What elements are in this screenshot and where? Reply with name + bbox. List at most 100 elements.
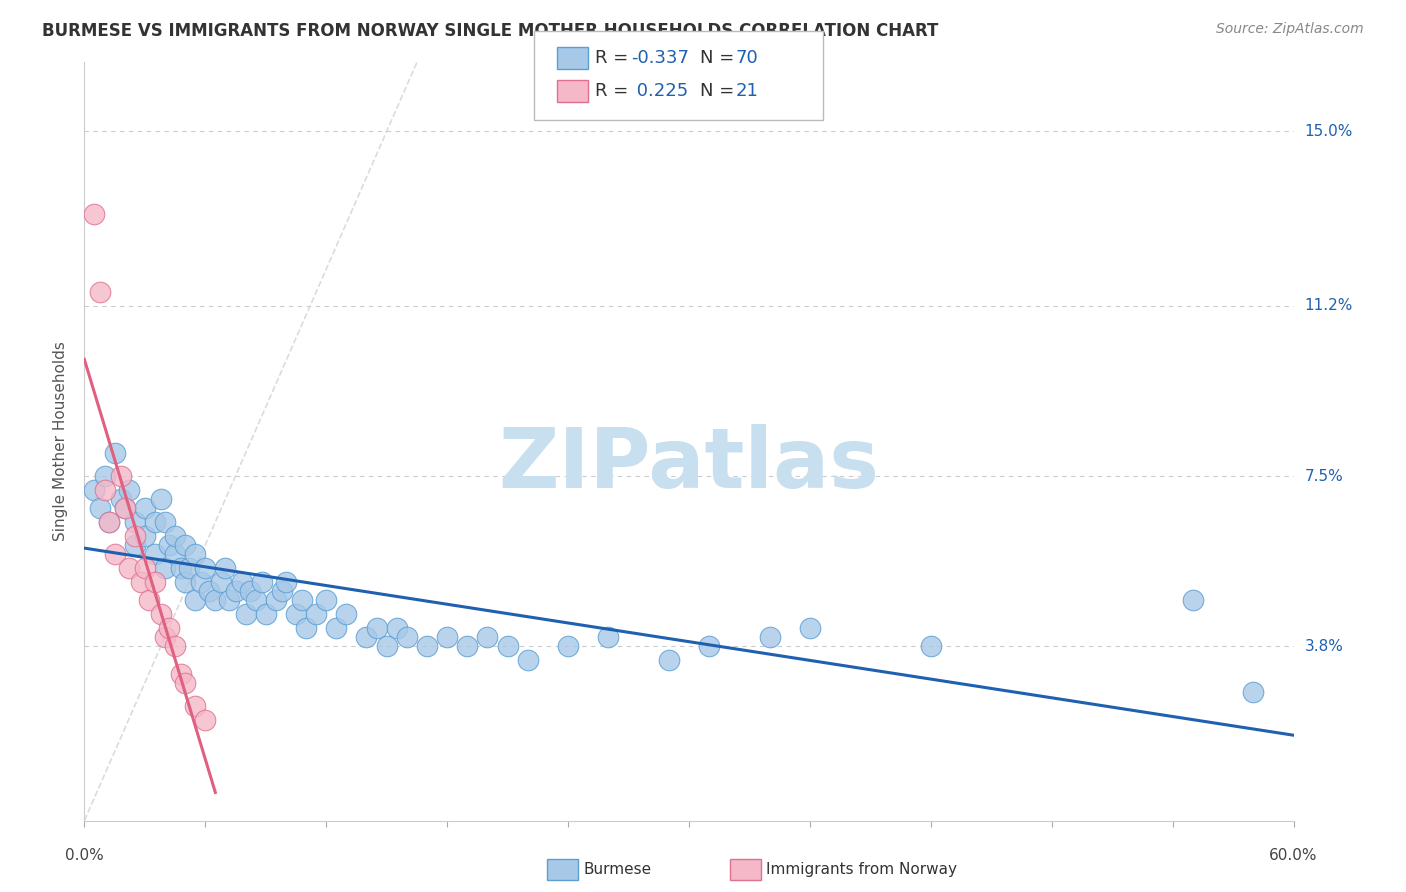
Point — [184, 547, 207, 561]
Text: 15.0%: 15.0% — [1305, 124, 1353, 139]
Point — [1241, 685, 1264, 699]
Point — [149, 491, 172, 506]
Text: Burmese: Burmese — [583, 863, 651, 877]
Point — [129, 574, 152, 589]
Point — [295, 621, 318, 635]
Point — [496, 639, 519, 653]
Point — [305, 607, 328, 621]
Text: ZIPatlas: ZIPatlas — [499, 424, 879, 505]
Point — [184, 593, 207, 607]
Point — [143, 574, 166, 589]
Point — [274, 574, 297, 589]
Point — [97, 515, 120, 529]
Point — [110, 469, 132, 483]
Point — [170, 666, 193, 681]
Point — [325, 621, 347, 635]
Text: 0.225: 0.225 — [631, 82, 689, 100]
Point — [758, 630, 780, 644]
Point — [89, 501, 111, 516]
Point — [416, 639, 439, 653]
Point — [124, 529, 146, 543]
Point — [214, 561, 236, 575]
Point — [291, 593, 314, 607]
Point — [134, 561, 156, 575]
Text: 7.5%: 7.5% — [1305, 468, 1343, 483]
Point — [143, 547, 166, 561]
Point — [165, 547, 187, 561]
Point — [174, 538, 197, 552]
Point — [285, 607, 308, 621]
Point — [799, 621, 821, 635]
Point — [366, 621, 388, 635]
Point — [436, 630, 458, 644]
Point — [165, 529, 187, 543]
Point — [315, 593, 337, 607]
Point — [356, 630, 378, 644]
Point — [114, 501, 136, 516]
Point — [254, 607, 277, 621]
Point — [204, 593, 226, 607]
Point — [1181, 593, 1204, 607]
Point — [143, 515, 166, 529]
Point — [920, 639, 942, 653]
Point — [218, 593, 240, 607]
Text: R =: R = — [595, 82, 634, 100]
Point — [153, 561, 176, 575]
Point — [250, 574, 273, 589]
Point — [134, 529, 156, 543]
Point — [190, 574, 212, 589]
Point — [270, 583, 292, 598]
Point — [245, 593, 267, 607]
Point — [157, 621, 180, 635]
Point — [209, 574, 232, 589]
Point — [225, 583, 247, 598]
Text: 60.0%: 60.0% — [1270, 848, 1317, 863]
Point — [83, 207, 105, 221]
Point — [235, 607, 257, 621]
Text: N =: N = — [700, 49, 740, 67]
Point — [157, 538, 180, 552]
Point — [153, 515, 176, 529]
Point — [110, 491, 132, 506]
Y-axis label: Single Mother Households: Single Mother Households — [53, 342, 69, 541]
Text: Source: ZipAtlas.com: Source: ZipAtlas.com — [1216, 22, 1364, 37]
Point — [658, 653, 681, 667]
Text: 3.8%: 3.8% — [1305, 639, 1344, 654]
Point — [335, 607, 357, 621]
Text: 21: 21 — [735, 82, 758, 100]
Point — [138, 593, 160, 607]
Point — [194, 561, 217, 575]
Point — [516, 653, 538, 667]
Text: BURMESE VS IMMIGRANTS FROM NORWAY SINGLE MOTHER HOUSEHOLDS CORRELATION CHART: BURMESE VS IMMIGRANTS FROM NORWAY SINGLE… — [42, 22, 939, 40]
Text: R =: R = — [595, 49, 634, 67]
Point — [477, 630, 499, 644]
Point — [264, 593, 287, 607]
Text: N =: N = — [700, 82, 740, 100]
Text: 70: 70 — [735, 49, 758, 67]
Point — [179, 561, 201, 575]
Point — [198, 583, 221, 598]
Point — [395, 630, 418, 644]
Point — [153, 630, 176, 644]
Point — [114, 501, 136, 516]
Point — [124, 538, 146, 552]
Point — [231, 574, 253, 589]
Text: 11.2%: 11.2% — [1305, 299, 1353, 313]
Point — [124, 515, 146, 529]
Point — [118, 561, 141, 575]
Point — [83, 483, 105, 497]
Point — [239, 583, 262, 598]
Point — [170, 561, 193, 575]
Point — [557, 639, 579, 653]
Text: -0.337: -0.337 — [631, 49, 689, 67]
Point — [149, 607, 172, 621]
Point — [104, 547, 127, 561]
Point — [118, 483, 141, 497]
Point — [104, 446, 127, 460]
Point — [93, 469, 115, 483]
Point — [456, 639, 478, 653]
Point — [194, 713, 217, 727]
Point — [93, 483, 115, 497]
Point — [174, 574, 197, 589]
Point — [385, 621, 408, 635]
